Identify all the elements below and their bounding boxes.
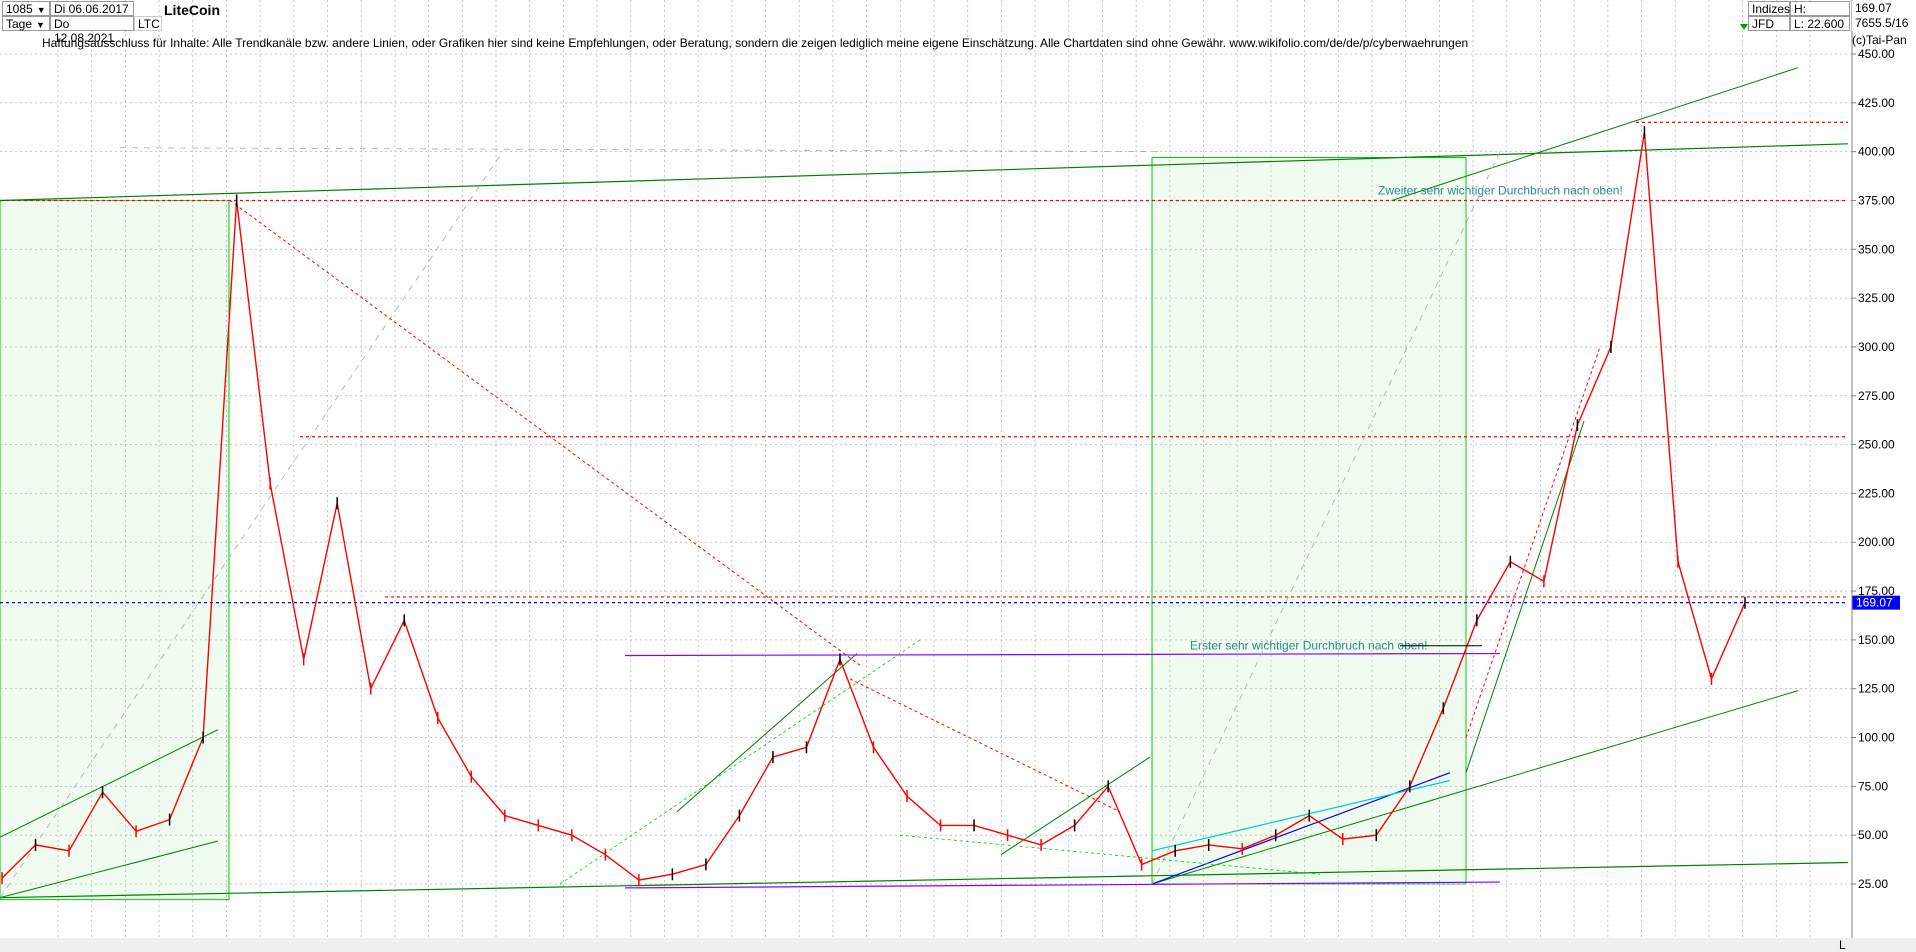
triangle-down-icon — [1740, 24, 1748, 30]
price-series — [1, 126, 1746, 887]
y-tick-label: 150.00 — [1858, 633, 1895, 647]
start-date-value: Di 06.06.2017 — [54, 2, 129, 16]
chevron-down-icon: ▼ — [36, 5, 46, 15]
interval-select[interactable]: Tage ▼ — [2, 16, 50, 31]
chart-title: LiteCoin — [164, 2, 220, 18]
trend-line — [899, 834, 1321, 875]
y-tick-label: 200.00 — [1858, 535, 1895, 549]
trend-line — [849, 678, 1121, 813]
y-tick-label: 125.00 — [1858, 682, 1895, 696]
interval-value: Tage — [6, 17, 33, 31]
time-axis-bar: L — [0, 938, 1916, 952]
source-text: JFD — [1752, 17, 1774, 31]
zone-2020 — [1151, 157, 1467, 885]
last-value-text: 169.07 — [1855, 1, 1892, 15]
y-tick-label: 75.00 — [1858, 779, 1888, 793]
annotations: 169.07 Zweiter sehr wichtiger Durchbruch … — [1190, 184, 1900, 653]
y-tick-label: 225.00 — [1858, 486, 1895, 500]
y-tick-label: 250.00 — [1858, 438, 1895, 452]
y-tick-label: 400.00 — [1858, 145, 1895, 159]
trend-line — [0, 861, 1849, 899]
volume-label: 7655.5/16 — [1852, 16, 1916, 31]
current-price-marker — [1852, 595, 1900, 610]
trend-line — [1465, 346, 1601, 738]
annotation-first-breakout: Erster sehr wichtiger Durchbruch nach ob… — [1190, 639, 1427, 653]
y-tick-label: 275.00 — [1858, 389, 1895, 403]
trend-line — [229, 200, 861, 666]
y-tick-label: 25.00 — [1858, 877, 1888, 891]
price-levels — [0, 121, 1848, 604]
trend-line — [1000, 756, 1151, 856]
last-value-label: 169.07 — [1852, 1, 1916, 16]
bar-count-select[interactable]: 1085 ▼ — [2, 1, 50, 16]
low-text: L: 22.600 — [1794, 17, 1845, 31]
annotation-second-breakout: Zweiter sehr wichtiger Durchbruch nach o… — [1378, 184, 1623, 198]
current-price-label: 169.07 — [1856, 596, 1893, 610]
trend-line — [1151, 772, 1451, 885]
exchange-type-text: Indizes — [1752, 2, 1791, 16]
trend-line — [1465, 420, 1585, 773]
trend-line — [624, 881, 1501, 889]
y-tick-label: 325.00 — [1858, 291, 1895, 305]
trend-line — [559, 639, 921, 885]
end-date-value: Do 12.08.2021 — [54, 17, 115, 45]
symbol-text: LTC — [138, 17, 160, 31]
scale-mode-button[interactable]: L — [1839, 938, 1846, 952]
bar-count-value: 1085 — [6, 2, 33, 16]
y-tick-label: 375.00 — [1858, 193, 1895, 207]
y-tick-label: 300.00 — [1858, 340, 1895, 354]
trend-line — [1151, 779, 1451, 852]
source-label: JFD — [1748, 16, 1790, 31]
trend-line — [676, 653, 858, 813]
grid-lines — [0, 0, 1852, 938]
trend-line — [1151, 151, 1501, 885]
trend-lines — [0, 67, 1849, 899]
end-date-field[interactable]: Do 12.08.2021 — [50, 16, 134, 45]
y-tick-label: 50.00 — [1858, 828, 1888, 842]
low-label: L: 22.600 — [1790, 16, 1850, 31]
exchange-type-label: Indizes — [1748, 1, 1790, 16]
zone-2017 — [0, 199, 230, 901]
y-tick-label: 175.00 — [1858, 584, 1895, 598]
y-tick-label: 425.00 — [1858, 96, 1895, 110]
y-tick-label: 350.00 — [1858, 242, 1895, 256]
trend-line — [1391, 67, 1799, 201]
y-tick-label: 450.00 — [1858, 47, 1895, 61]
y-axis: 25.00 50.00 75.00 100.00 125.00 150.00 175.00 2… — [1852, 47, 1895, 891]
trend-line — [624, 652, 1501, 657]
highlight-zones — [0, 157, 1467, 901]
symbol-label: LTC — [134, 16, 162, 31]
trend-line — [1151, 690, 1799, 885]
start-date-field[interactable]: Di 06.06.2017 — [50, 1, 134, 16]
disclaimer-text: Haftungsausschluss für Inhalte: Alle Tre… — [42, 36, 1469, 50]
volume-text: 7655.5/16 — [1855, 16, 1909, 30]
trend-line — [0, 143, 1849, 202]
high-label: H: 413.78 — [1790, 1, 1850, 30]
copyright-label: (c)Tai-Pan — [1852, 33, 1907, 47]
trend-line — [119, 147, 1161, 153]
trend-line — [0, 840, 219, 899]
plot-area — [0, 0, 1852, 938]
chevron-down-icon: ▼ — [36, 20, 45, 30]
trend-line — [0, 155, 501, 898]
trend-line — [0, 729, 219, 838]
y-tick-label: 100.00 — [1858, 731, 1895, 745]
header-bar: 1085 ▼ Tage ▼ Di 06.06.2017 Do 12.08.2021 … — [0, 0, 1916, 50]
